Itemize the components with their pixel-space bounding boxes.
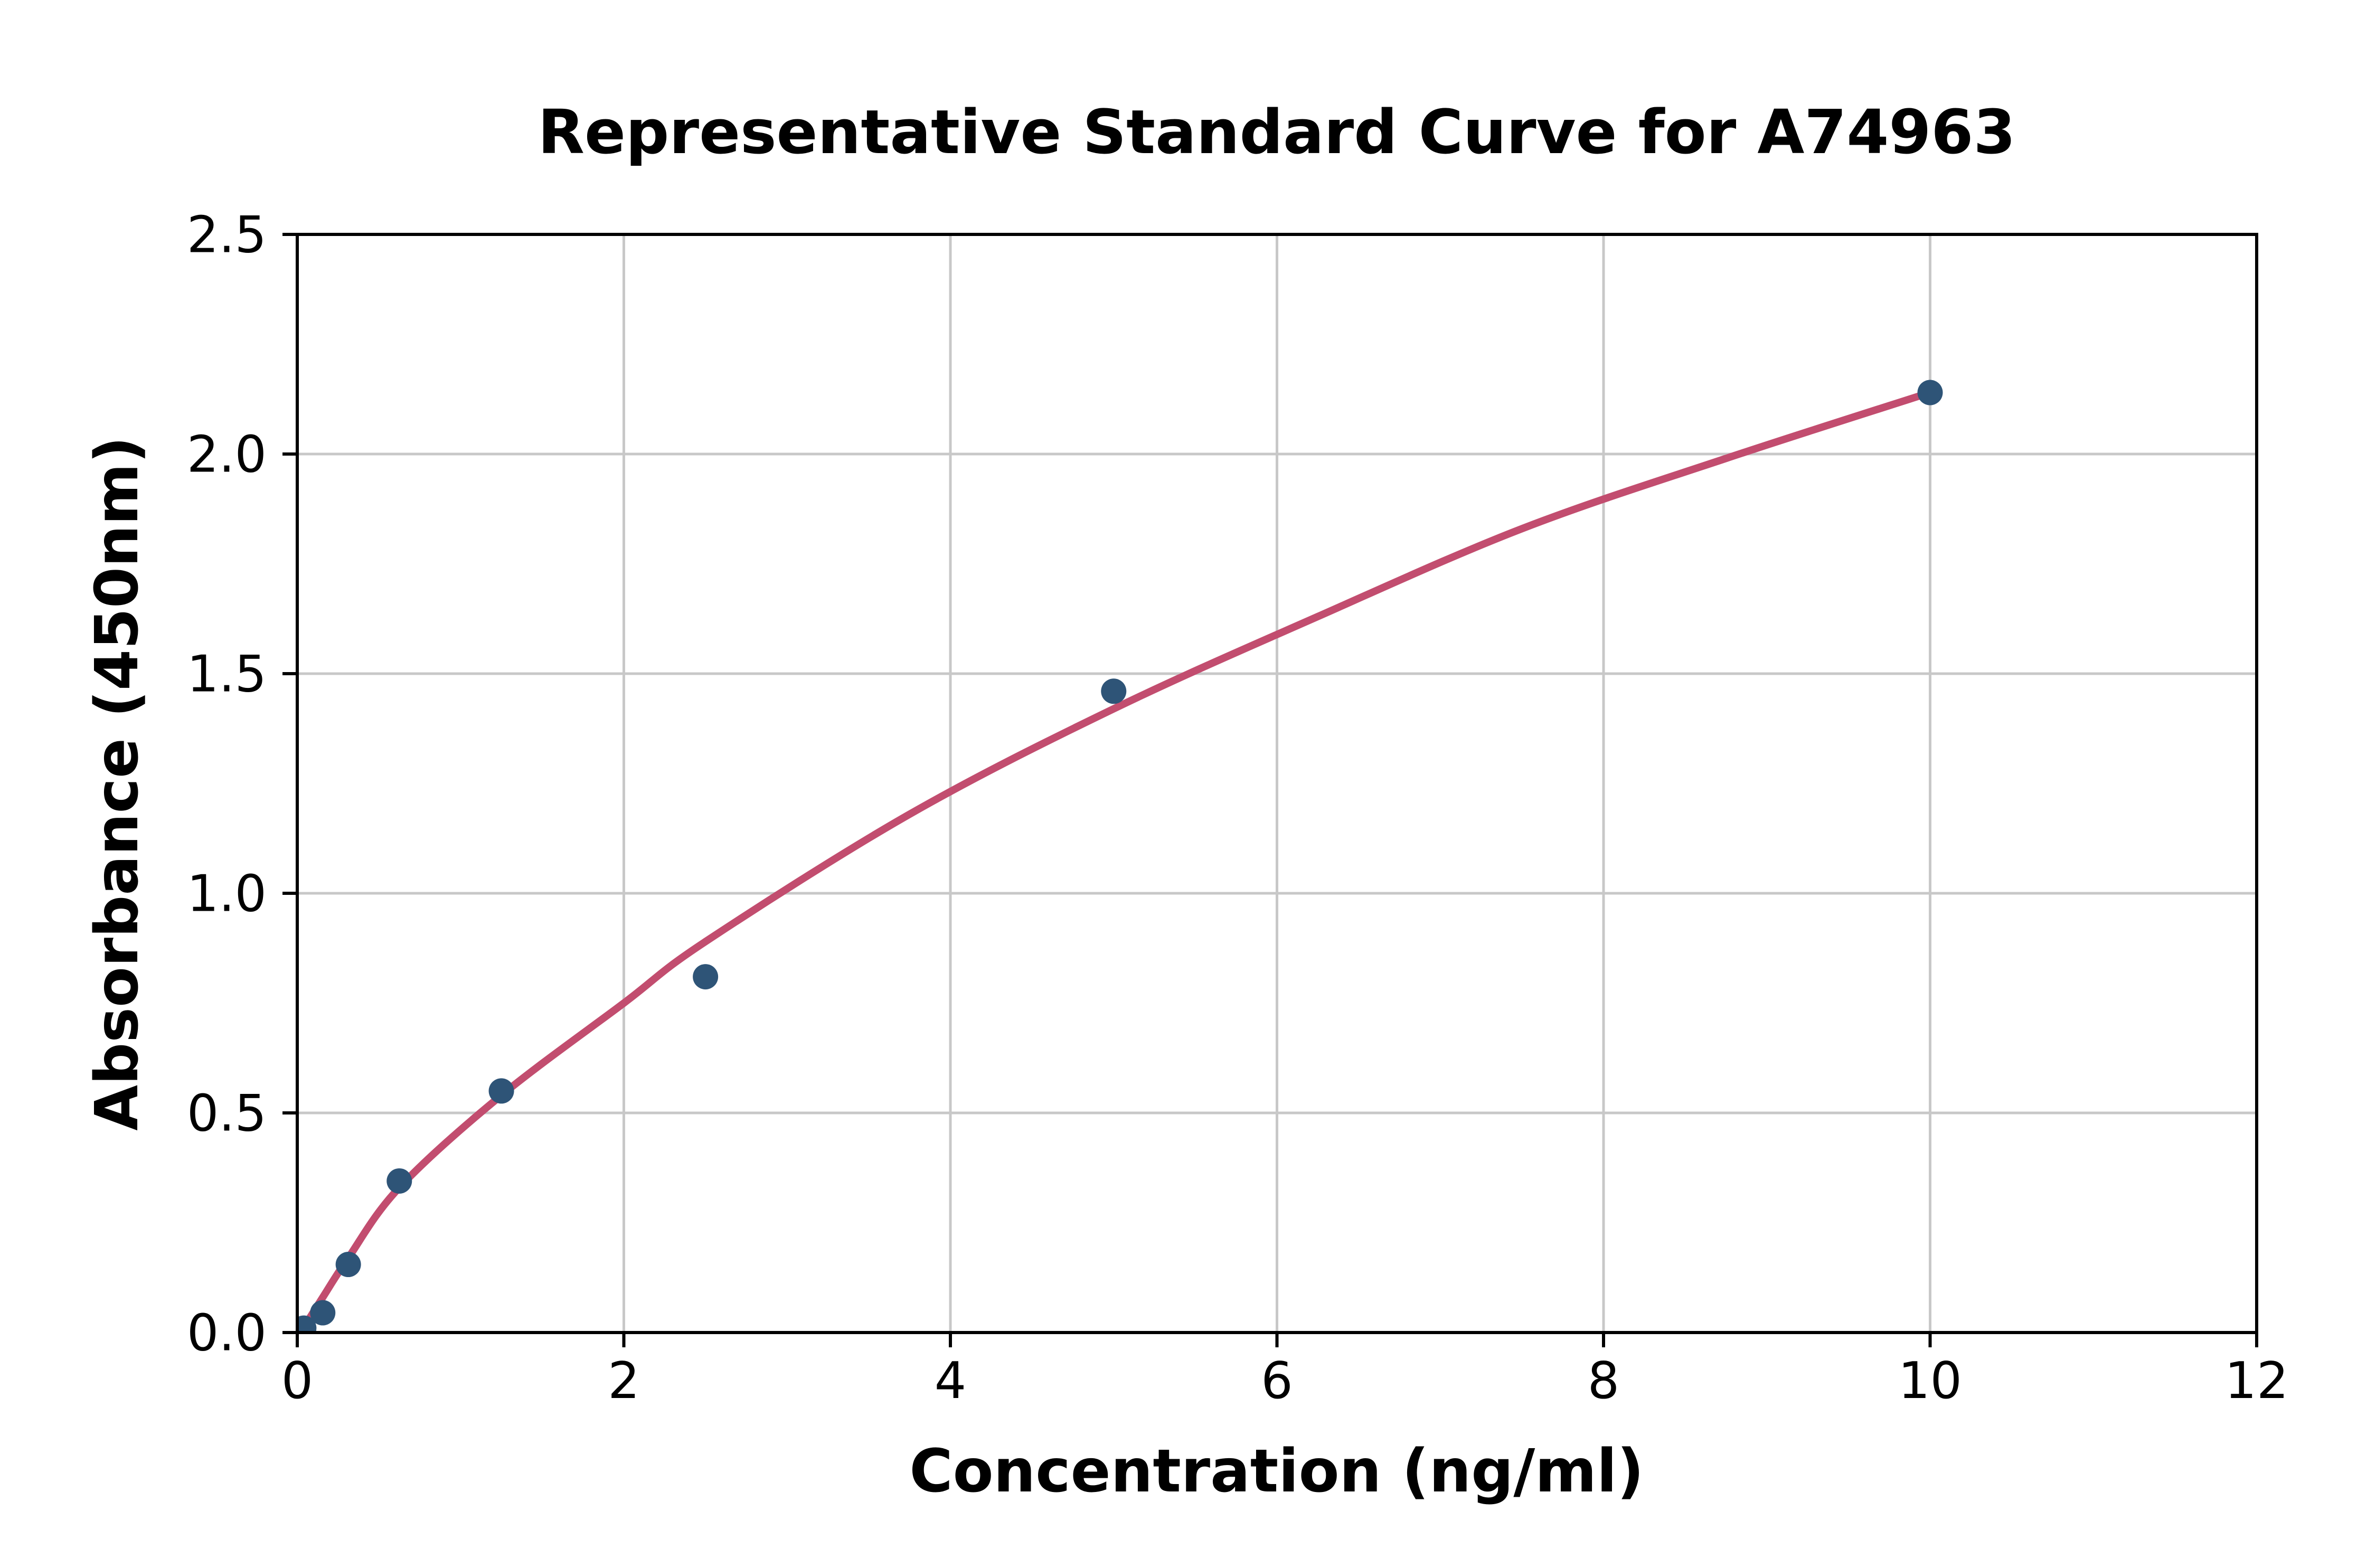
axis-ticks <box>282 233 2258 1347</box>
y-tick-label: 1.5 <box>187 645 267 703</box>
y-tick-label: 0.5 <box>187 1084 267 1142</box>
x-tick-label: 4 <box>935 1352 966 1410</box>
x-tick-label: 2 <box>608 1352 639 1410</box>
x-tick-label: 8 <box>1588 1352 1619 1410</box>
axis-tick-labels: 0 2 4 6 8 10 12 0.0 0.5 1.0 1.5 2.0 2.5 <box>187 206 2289 1410</box>
data-point <box>335 1252 361 1278</box>
data-point <box>693 964 719 990</box>
data-point <box>488 1078 514 1104</box>
y-tick-label: 2.0 <box>187 426 267 484</box>
data-point <box>386 1168 412 1194</box>
y-tick-label: 2.5 <box>187 206 267 264</box>
x-tick-label: 0 <box>281 1352 313 1410</box>
x-tick-label: 6 <box>1261 1352 1293 1410</box>
data-point <box>297 1315 317 1333</box>
gridlines <box>297 234 2257 1333</box>
data-points <box>297 380 1943 1333</box>
y-tick-label: 0.0 <box>187 1304 267 1362</box>
fit-curve-line <box>297 389 1934 1333</box>
data-point <box>1101 678 1127 704</box>
x-tick-label: 12 <box>2225 1352 2289 1410</box>
data-point <box>1917 380 1943 405</box>
x-tick-label: 10 <box>1898 1352 1962 1410</box>
data-point <box>310 1300 336 1326</box>
x-axis-title: Concentration (ng/ml) <box>909 1437 1644 1506</box>
chart-title: Representative Standard Curve for A74963 <box>538 97 2016 168</box>
y-axis-title: Absorbance (450nm) <box>83 436 152 1130</box>
y-tick-label: 1.0 <box>187 865 267 923</box>
data-layer <box>297 380 1943 1333</box>
